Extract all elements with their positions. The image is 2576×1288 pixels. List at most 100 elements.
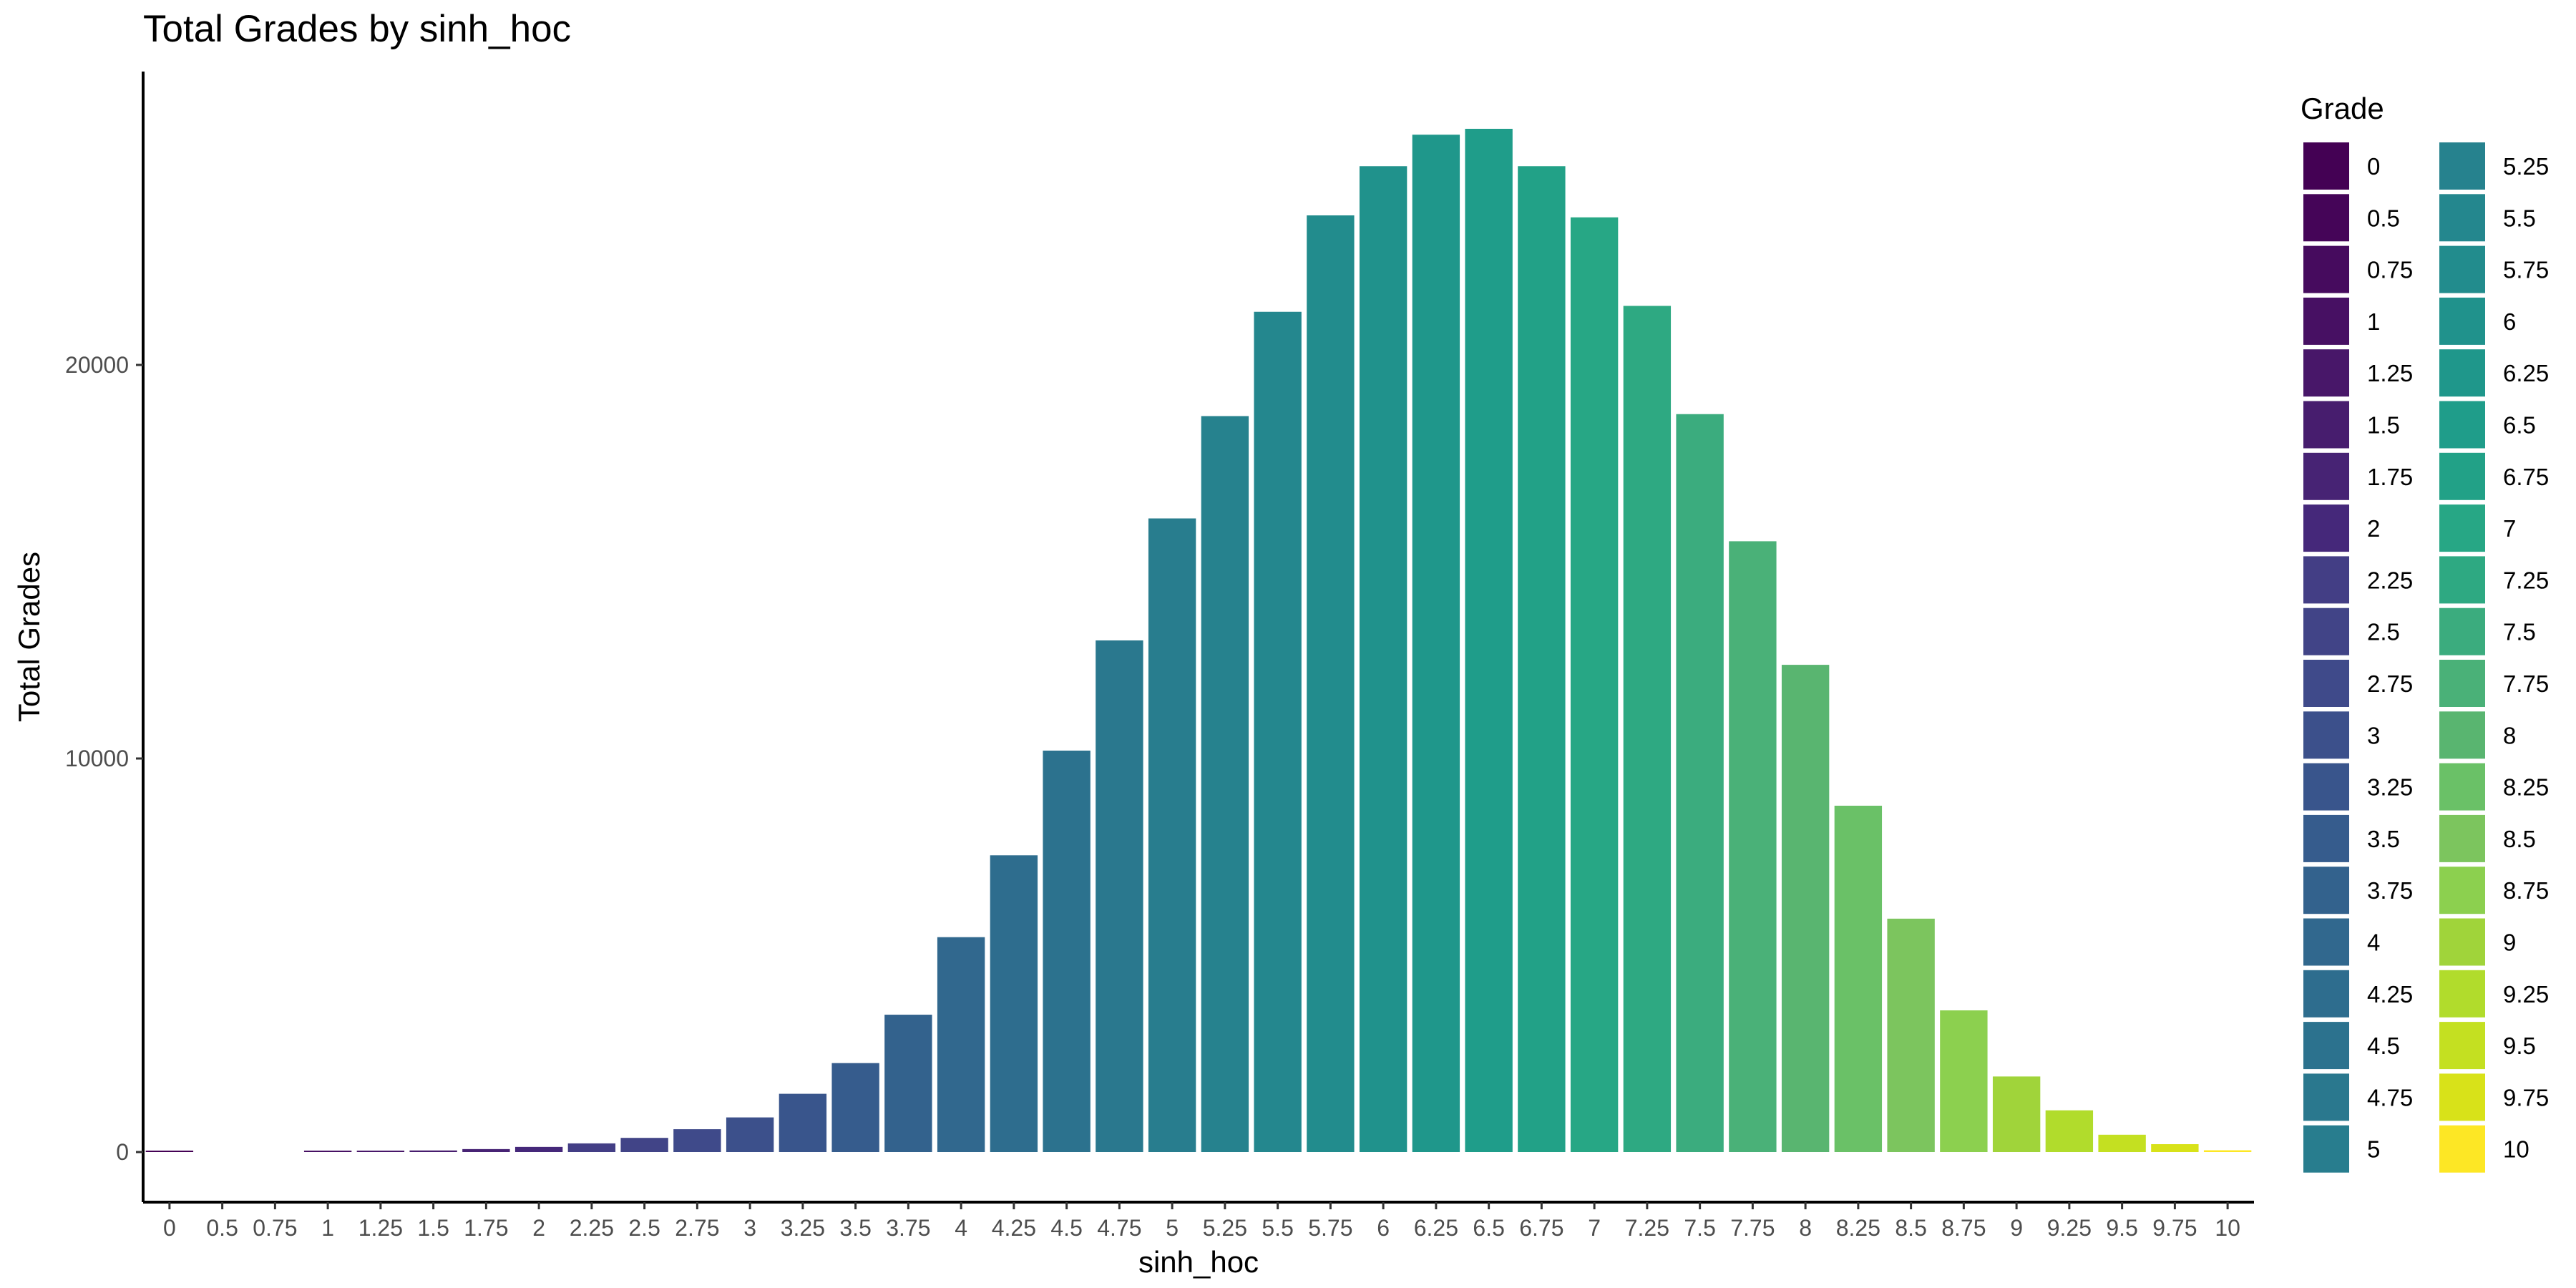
legend-label: 9.25 — [2503, 981, 2549, 1008]
legend-swatch — [2302, 296, 2351, 346]
bar-9.25 — [2045, 1110, 2094, 1152]
bar-6 — [1359, 166, 1407, 1152]
bar-5 — [1148, 518, 1196, 1152]
x-tick-label: 4.75 — [1097, 1215, 1141, 1241]
legend-label: 1.5 — [2367, 412, 2400, 439]
bar-5.5 — [1254, 311, 1302, 1152]
legend-label: 7.5 — [2503, 619, 2536, 645]
x-tick-label: 2.75 — [675, 1215, 719, 1241]
legend-label: 2.5 — [2367, 619, 2400, 645]
legend-item-6.5: 6.5 — [2438, 399, 2536, 450]
legend-label: 9.75 — [2503, 1084, 2549, 1111]
legend-label: 4.5 — [2367, 1033, 2400, 1059]
legend-swatch — [2438, 813, 2487, 864]
bar-6.25 — [1412, 135, 1460, 1152]
bar-7.5 — [1676, 414, 1724, 1152]
legend-swatch — [2438, 761, 2487, 812]
legend-label: 1 — [2367, 308, 2380, 335]
legend-item-1: 1 — [2302, 296, 2380, 346]
x-tick-label: 6.5 — [1473, 1215, 1504, 1241]
bar-9.75 — [2151, 1144, 2199, 1152]
legend-swatch — [2438, 1123, 2487, 1174]
legend-swatch — [2302, 865, 2351, 916]
legend: 0 0.5 0.75 1 1.25 1.5 1.75 2 2.25 2.5 2.75 3 3.25 3.5… — [2302, 141, 2549, 1174]
x-tick-label: 1.25 — [358, 1215, 403, 1241]
legend-item-0: 0 — [2302, 141, 2380, 191]
x-tick-label: 1.75 — [464, 1215, 508, 1241]
legend-label: 7.75 — [2503, 670, 2549, 697]
legend-swatch — [2302, 968, 2351, 1019]
x-tick-label: 3.5 — [839, 1215, 871, 1241]
x-tick-label: 2 — [532, 1215, 545, 1241]
legend-swatch — [2302, 917, 2351, 967]
legend-label: 2 — [2367, 515, 2380, 542]
legend-item-7.25: 7.25 — [2438, 555, 2549, 605]
legend-swatch — [2302, 451, 2351, 502]
legend-item-8.25: 8.25 — [2438, 761, 2549, 812]
legend-swatch — [2438, 968, 2487, 1019]
legend-item-5.5: 5.5 — [2438, 192, 2536, 243]
legend-swatch — [2438, 192, 2487, 243]
x-tick-label: 8.75 — [1941, 1215, 1986, 1241]
legend-swatch — [2302, 710, 2351, 761]
bar-2 — [514, 1146, 563, 1152]
legend-item-7.5: 7.5 — [2438, 606, 2536, 657]
x-tick-label: 3 — [743, 1215, 756, 1241]
legend-swatch — [2438, 917, 2487, 967]
legend-item-7.75: 7.75 — [2438, 658, 2549, 708]
legend-swatch — [2302, 658, 2351, 708]
bar-4 — [937, 937, 985, 1152]
x-tick-label: 0.5 — [206, 1215, 238, 1241]
legend-title: Grade — [2301, 92, 2384, 125]
legend-item-9.25: 9.25 — [2438, 968, 2549, 1019]
legend-swatch — [2302, 555, 2351, 605]
legend-label: 3.75 — [2367, 877, 2413, 904]
x-tick-label: 5.75 — [1308, 1215, 1352, 1241]
x-tick-label: 9 — [2010, 1215, 2023, 1241]
legend-swatch — [2438, 1020, 2487, 1071]
bar-8 — [1781, 665, 1830, 1152]
legend-label: 6.5 — [2503, 412, 2536, 439]
x-tick-label: 8 — [1799, 1215, 1812, 1241]
x-axis-ticks: 0 0.5 0.75 1 1.25 1.5 1.75 2 2.25 2.5 2.75 3 3.25 3.5… — [163, 1202, 2240, 1241]
legend-item-8: 8 — [2438, 710, 2516, 761]
bar-4.25 — [990, 855, 1038, 1152]
legend-label: 1.75 — [2367, 464, 2413, 490]
bar-9 — [1992, 1076, 2041, 1152]
x-tick-label: 9.5 — [2106, 1215, 2137, 1241]
bar-3.75 — [884, 1015, 932, 1152]
legend-item-3.25: 3.25 — [2302, 761, 2413, 812]
x-tick-label: 4.5 — [1050, 1215, 1082, 1241]
bar-8.75 — [1940, 1010, 1988, 1152]
legend-swatch — [2302, 1123, 2351, 1174]
bar-2.5 — [620, 1138, 668, 1152]
legend-label: 1.25 — [2367, 360, 2413, 386]
legend-label: 0.5 — [2367, 205, 2400, 231]
legend-item-2.25: 2.25 — [2302, 555, 2413, 605]
x-tick-label: 6.25 — [1414, 1215, 1458, 1241]
x-tick-label: 1.5 — [417, 1215, 449, 1241]
legend-item-1.75: 1.75 — [2302, 451, 2413, 502]
bars-group — [145, 129, 2252, 1152]
legend-item-9.75: 9.75 — [2438, 1072, 2549, 1123]
x-tick-label: 4.25 — [992, 1215, 1036, 1241]
x-tick-label: 1 — [321, 1215, 334, 1241]
legend-swatch — [2302, 399, 2351, 450]
legend-label: 5 — [2367, 1136, 2380, 1163]
legend-item-6: 6 — [2438, 296, 2516, 346]
legend-item-2.75: 2.75 — [2302, 658, 2413, 708]
legend-swatch — [2438, 348, 2487, 399]
legend-item-6.25: 6.25 — [2438, 348, 2549, 399]
legend-swatch — [2302, 244, 2351, 295]
bar-5.25 — [1201, 416, 1249, 1152]
legend-item-9: 9 — [2438, 917, 2516, 967]
legend-label: 8.5 — [2503, 826, 2536, 852]
x-tick-label: 8.5 — [1895, 1215, 1926, 1241]
legend-label: 6 — [2503, 308, 2516, 335]
legend-label: 7.25 — [2503, 567, 2549, 593]
legend-label: 3 — [2367, 722, 2380, 748]
legend-item-3: 3 — [2302, 710, 2380, 761]
bar-1 — [303, 1151, 352, 1152]
bar-1.5 — [409, 1150, 457, 1152]
